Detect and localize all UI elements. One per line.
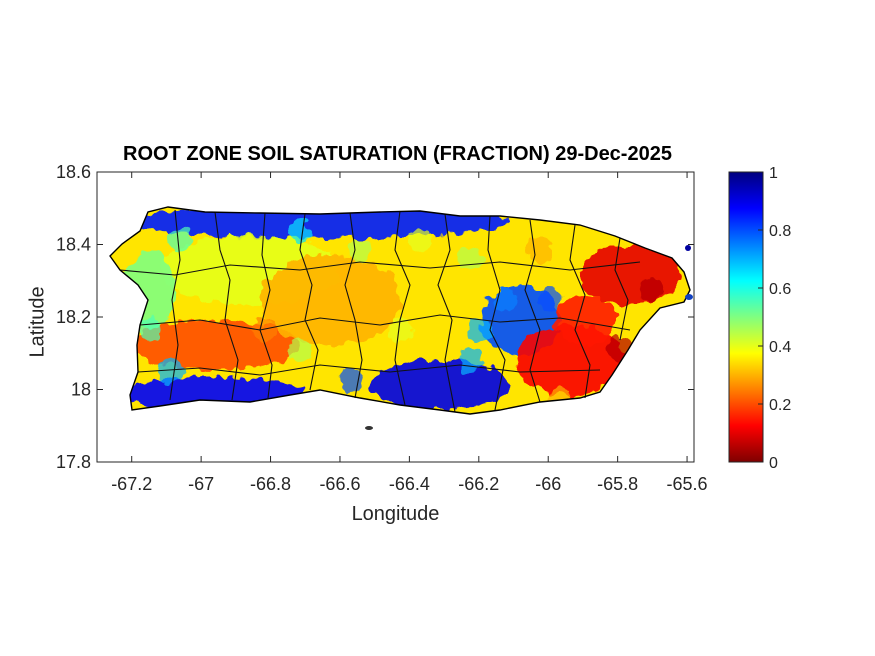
municipality-boundaries bbox=[119, 209, 641, 413]
municipality-line bbox=[259, 212, 273, 399]
region-east-interior bbox=[555, 295, 615, 345]
y-axis-ticks: 18.6 18.4 18.2 18 17.8 bbox=[56, 162, 694, 472]
municipality-line bbox=[344, 212, 363, 399]
x-tick-label: -66.2 bbox=[458, 474, 499, 494]
texture-patch bbox=[528, 238, 552, 262]
municipality-line bbox=[487, 215, 506, 411]
x-tick-label: -67.2 bbox=[111, 474, 152, 494]
municipality-line bbox=[394, 210, 411, 406]
texture-patch bbox=[288, 338, 312, 362]
texture-patch bbox=[468, 318, 492, 342]
culebra-fragment bbox=[685, 245, 691, 251]
municipality-line bbox=[524, 219, 541, 403]
colorbar-tick-label: 0 bbox=[769, 455, 778, 472]
municipality-line bbox=[137, 364, 601, 376]
y-tick-label: 18.6 bbox=[56, 162, 91, 182]
texture-patch bbox=[493, 288, 517, 312]
x-tick-label: -66.8 bbox=[250, 474, 291, 494]
municipality-line bbox=[214, 211, 239, 401]
colorbar bbox=[728, 171, 764, 463]
municipality-line bbox=[119, 261, 641, 276]
colorbar-tick-label: 0.2 bbox=[769, 397, 791, 414]
y-tick-label: 18.2 bbox=[56, 307, 91, 327]
texture-patch bbox=[338, 368, 362, 392]
texture-patch bbox=[408, 228, 432, 252]
vieques-fragment bbox=[685, 294, 693, 300]
texture-patch bbox=[288, 220, 312, 244]
texture-patch bbox=[638, 278, 662, 302]
x-tick-label: -65.6 bbox=[667, 474, 708, 494]
chart-title: ROOT ZONE SOIL SATURATION (FRACTION) 29-… bbox=[123, 143, 672, 165]
texture-patch bbox=[538, 288, 562, 312]
region-southwest-coast bbox=[115, 377, 305, 407]
texture-patch bbox=[388, 318, 412, 342]
saturation-field bbox=[110, 207, 690, 414]
colorbar-tick-label: 0.8 bbox=[769, 223, 791, 240]
x-tick-label: -65.8 bbox=[597, 474, 638, 494]
colorbar-tick-label: 0.6 bbox=[769, 281, 791, 298]
colorbar-ticks: 1 0.8 0.6 0.4 0.2 0 bbox=[758, 165, 791, 472]
municipality-line bbox=[139, 314, 631, 331]
region-south-central-coast bbox=[370, 360, 510, 410]
coastline bbox=[109, 206, 691, 415]
colorbar-tick-label: 0.4 bbox=[769, 339, 791, 356]
y-tick-label: 18 bbox=[71, 380, 91, 400]
x-tick-label: -67 bbox=[188, 474, 214, 494]
x-tick-label: -66 bbox=[535, 474, 561, 494]
x-tick-label: -66.6 bbox=[319, 474, 360, 494]
x-axis-ticks: -67.2 -67 -66.8 -66.6 -66.4 -66.2 -66 -65.8 -65.… bbox=[111, 172, 708, 494]
x-axis-label: Longitude bbox=[351, 503, 440, 525]
y-tick-label: 17.8 bbox=[56, 452, 91, 472]
texture-patch bbox=[168, 228, 192, 252]
municipality-line bbox=[169, 209, 181, 401]
municipality-line bbox=[437, 213, 456, 413]
y-axis-label: Latitude bbox=[26, 286, 49, 358]
municipality-line bbox=[299, 213, 319, 391]
texture-patch bbox=[253, 318, 277, 342]
municipality-line bbox=[614, 237, 629, 341]
colorbar-tick-label: 1 bbox=[769, 165, 778, 182]
x-tick-label: -66.4 bbox=[389, 474, 430, 494]
texture-patch bbox=[458, 248, 482, 272]
texture-patch bbox=[458, 348, 482, 372]
texture-patch bbox=[348, 238, 372, 262]
caja-de-muertos-island bbox=[365, 426, 373, 430]
y-tick-label: 18.4 bbox=[56, 235, 91, 255]
texture-patch bbox=[158, 360, 182, 384]
